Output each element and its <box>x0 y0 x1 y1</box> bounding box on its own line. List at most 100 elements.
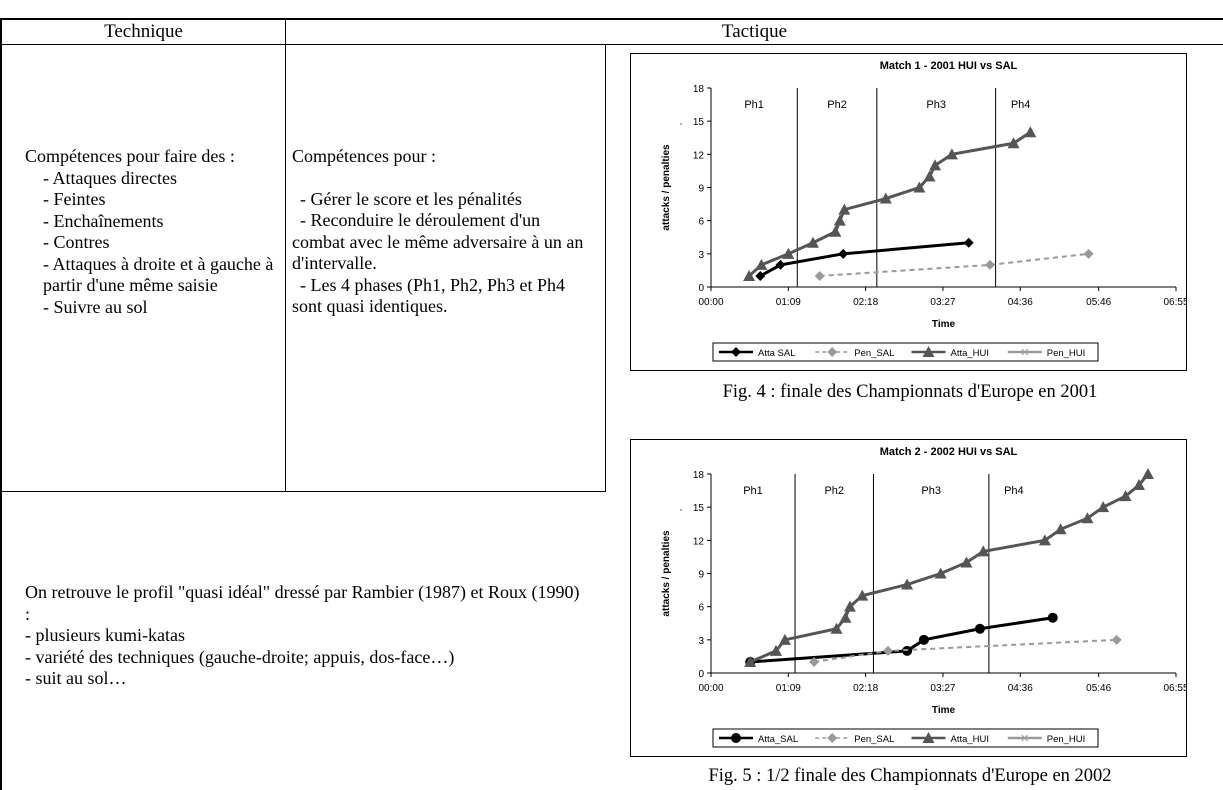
legend-label: Atta_HUI <box>951 348 990 359</box>
y-tick-label: 12 <box>693 150 705 161</box>
legend-marker <box>827 347 838 357</box>
profile-text: On retrouve le profil "quasi idéal" dres… <box>25 582 585 690</box>
x-tick-label: 04:36 <box>1008 297 1033 308</box>
data-point <box>809 656 820 667</box>
technique-intro: Compétences pour faire des : <box>25 146 235 166</box>
legend-marker <box>922 346 935 357</box>
y-tick-label: 9 <box>698 184 704 195</box>
row-divider <box>0 491 606 492</box>
chart-title: Match 2 - 2002 HUI vs SAL <box>880 446 1018 458</box>
technique-item: - Feintes <box>43 189 106 209</box>
legend-label: Pen_HUI <box>1047 734 1086 745</box>
data-point <box>1141 468 1154 479</box>
series-line <box>813 638 1117 663</box>
tactique-skills: Compétences pour : - Gérer le score et l… <box>292 146 592 318</box>
data-point <box>814 270 825 281</box>
data-point <box>1054 523 1067 535</box>
legend-label: Pen_SAL <box>854 348 894 359</box>
data-point <box>883 645 894 656</box>
y-tick-label: 9 <box>698 570 704 581</box>
data-point <box>974 623 985 634</box>
tactique-item: - Les 4 phases (Ph1, Ph2, Ph3 et Ph4 son… <box>292 274 565 317</box>
data-point <box>913 181 926 193</box>
tactique-column-divider <box>605 44 606 492</box>
phase-label: Ph2 <box>824 485 844 497</box>
y-tick-label: 18 <box>693 84 705 95</box>
data-point <box>769 644 782 656</box>
x-tick-label: 05:46 <box>1086 297 1111 308</box>
table-top-border <box>0 18 1223 20</box>
legend-marker <box>731 347 741 357</box>
technique-item: - Attaques à droite et à gauche à partir… <box>43 253 274 296</box>
data-point <box>743 269 756 281</box>
legend-marker <box>731 733 741 743</box>
x-tick-label: 02:18 <box>853 297 878 308</box>
phase-label: Ph4 <box>1004 485 1024 497</box>
y-tick-label: 0 <box>698 283 704 294</box>
legend-marker <box>922 732 935 743</box>
y-tick-label: 18 <box>693 470 705 481</box>
figure-4-caption: Fig. 4 : finale des Championnats d'Europ… <box>722 382 1098 402</box>
data-point <box>838 248 849 259</box>
series-line <box>759 241 969 278</box>
data-point <box>945 148 958 160</box>
legend-label: Pen_HUI <box>1047 348 1086 359</box>
data-point <box>1119 490 1132 502</box>
y-axis-mark: . <box>679 115 682 127</box>
data-point <box>1024 126 1037 138</box>
technique-item: - Contres <box>43 232 110 252</box>
data-point <box>1111 634 1122 645</box>
legend-box <box>712 728 1099 748</box>
y-axis-label: attacks / penalties <box>661 530 672 617</box>
x-tick-label: 00:00 <box>698 683 723 694</box>
x-tick-label: 04:36 <box>1008 683 1033 694</box>
chart-match-1-svg: Match 1 - 2001 HUI vs SAL 0 3 6 9 12 15 18 00:00… <box>661 60 1189 362</box>
data-point <box>830 622 843 634</box>
data-point <box>1007 137 1020 149</box>
data-point <box>929 159 942 171</box>
phase-label: Ph1 <box>744 99 764 111</box>
y-tick-label: 0 <box>698 669 704 680</box>
x-tick-label: 02:18 <box>853 683 878 694</box>
data-point <box>843 600 856 612</box>
x-tick-label: 03:27 <box>930 683 955 694</box>
phase-label: Ph3 <box>926 99 946 111</box>
y-tick-label: 15 <box>693 117 705 128</box>
legend-label: Atta_HUI <box>951 734 990 745</box>
data-point <box>755 270 766 281</box>
y-tick-label: 15 <box>693 503 705 514</box>
technique-item: - Suivre au sol <box>43 296 148 317</box>
data-point <box>960 556 973 568</box>
data-point <box>839 611 852 623</box>
legend-marker <box>827 733 838 743</box>
y-tick-label: 3 <box>698 250 704 261</box>
data-point <box>744 655 757 667</box>
phase-label: Ph1 <box>743 485 763 497</box>
header-technique: Technique <box>104 21 183 42</box>
legend-marker <box>1021 734 1029 742</box>
x-tick-label: 01:09 <box>776 683 801 694</box>
y-tick-label: 6 <box>698 217 704 228</box>
technique-skills: Compétences pour faire des : - Attaques … <box>25 146 275 318</box>
x-tick-label: 06:55 <box>1163 297 1186 308</box>
x-tick-label: 00:00 <box>698 297 723 308</box>
phase-label: Ph2 <box>827 99 847 111</box>
table-left-border <box>0 18 2 790</box>
legend-label: Atta_SAL <box>758 734 798 745</box>
data-point <box>1081 512 1094 524</box>
data-point <box>918 634 929 645</box>
data-point <box>901 578 914 590</box>
legend-label: Pen_SAL <box>854 734 894 745</box>
header-tactique: Tactique <box>721 21 788 42</box>
series-line <box>750 616 1053 664</box>
data-point <box>1133 479 1146 491</box>
technique-item: - Enchaînements <box>43 210 164 231</box>
tactique-item: - Reconduire le déroulement d'un combat … <box>292 210 584 273</box>
chart-match-2: Match 2 - 2002 HUI vs SAL 0 3 6 9 12 15 18 00:00… <box>630 439 1189 757</box>
data-point <box>963 237 974 248</box>
tactique-item: - Gérer le score et les pénalités <box>300 188 522 209</box>
data-point <box>977 545 990 557</box>
x-tick-label: 03:27 <box>930 297 955 308</box>
data-point <box>775 259 786 270</box>
profile-item: - suit au sol… <box>25 668 127 688</box>
